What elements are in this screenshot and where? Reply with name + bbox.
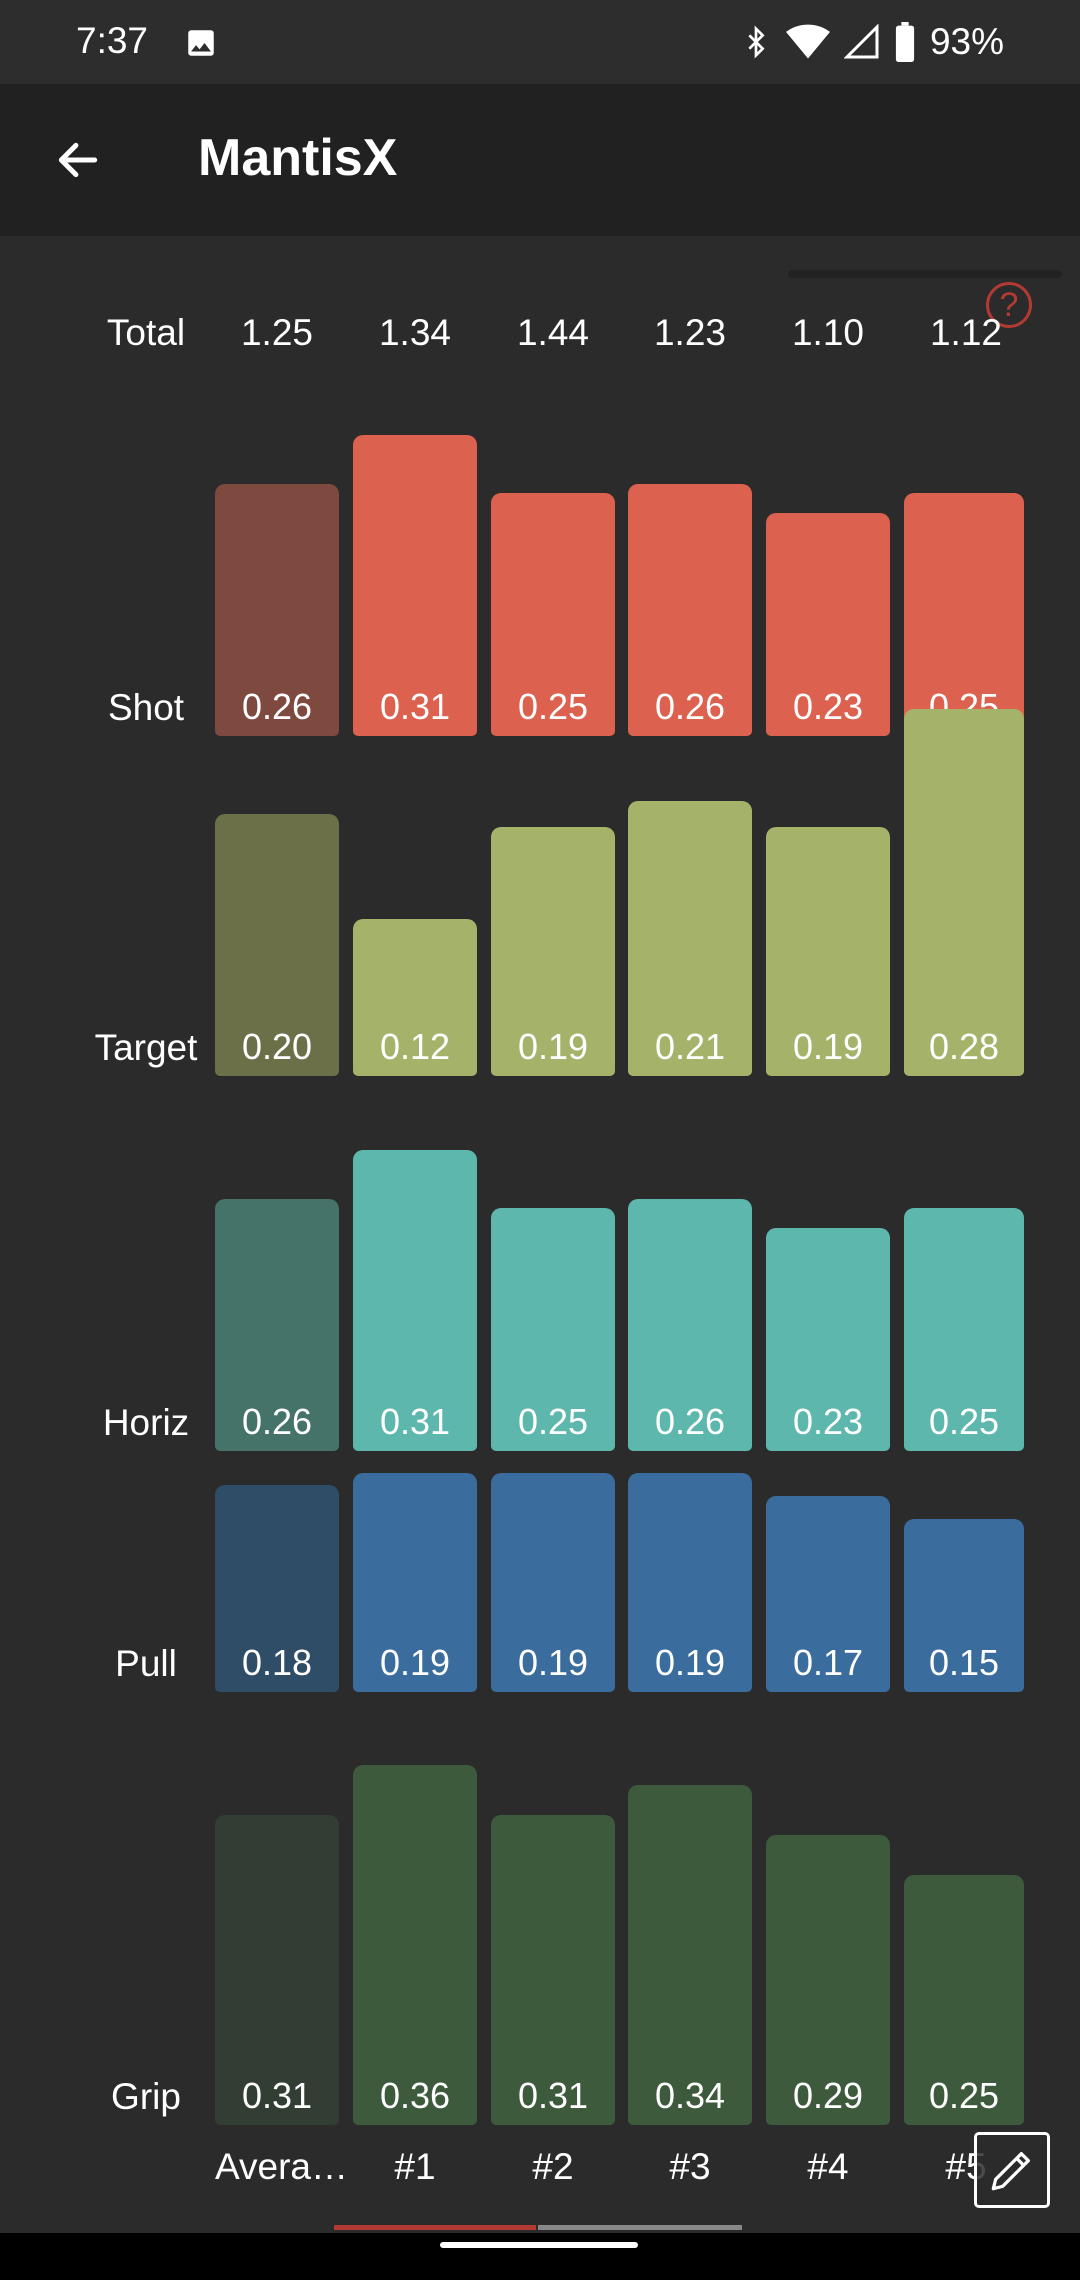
bar-value-label: 0.19 (517, 1026, 589, 1067)
bar-target[interactable]: 0.12 (353, 919, 477, 1076)
bar-grip[interactable]: 0.36 (353, 1765, 477, 2125)
battery-percent: 93% (929, 21, 1004, 62)
bar-horiz[interactable]: 0.25 (491, 1208, 615, 1451)
bar-shot[interactable]: 0.25 (491, 493, 615, 736)
column-label[interactable]: #1 (394, 2146, 436, 2187)
edit-button[interactable] (974, 2132, 1050, 2208)
bar-value-label: 0.25 (517, 1401, 589, 1442)
bar-value-label: 0.26 (654, 686, 726, 727)
bar-target[interactable]: 0.28 (904, 709, 1024, 1076)
page-indicator-inactive (538, 2225, 742, 2230)
question-circle-icon[interactable]: ? (986, 282, 1032, 328)
bar-value-label: 0.31 (517, 2075, 589, 2116)
total-label: Total (106, 312, 186, 353)
signal-icon (843, 24, 879, 59)
bar-value-label: 0.21 (654, 1026, 726, 1067)
wifi-icon (785, 24, 830, 59)
bar-value-label: 0.26 (241, 1401, 313, 1442)
bar-shot[interactable]: 0.31 (353, 435, 477, 736)
bar-target[interactable]: 0.21 (628, 801, 752, 1076)
bluetooth-icon (748, 25, 765, 59)
total-value: 1.25 (240, 312, 313, 353)
row-label-grip: Grip (111, 2076, 181, 2117)
bar-value-label: 0.23 (792, 686, 864, 727)
row-label-pull: Pull (115, 1643, 177, 1684)
total-value: 1.23 (653, 312, 726, 353)
bar-value-label: 0.31 (379, 1401, 451, 1442)
bar-shot[interactable]: 0.26 (628, 484, 752, 736)
bar-value-label: 0.29 (792, 2075, 864, 2116)
bar-target[interactable]: 0.20 (215, 814, 339, 1076)
bar-shot[interactable]: 0.25 (904, 493, 1024, 736)
bar-pull[interactable]: 0.18 (215, 1485, 339, 1692)
column-label[interactable]: #2 (532, 2146, 574, 2187)
battery-icon (895, 22, 915, 62)
bar-shot[interactable]: 0.23 (766, 513, 890, 736)
status-time: 7:37 (76, 20, 149, 61)
bar-value-label: 0.25 (928, 2075, 1000, 2116)
row-label-shot: Shot (107, 687, 185, 728)
row-label-horiz: Horiz (102, 1402, 190, 1443)
bar-grip[interactable]: 0.31 (215, 1815, 339, 2125)
bar-pull[interactable]: 0.19 (491, 1473, 615, 1692)
bar-pull[interactable]: 0.15 (904, 1519, 1024, 1692)
bar-grip[interactable]: 0.34 (628, 1785, 752, 2125)
bar-value-label: 0.31 (379, 686, 451, 727)
bar-value-label: 0.19 (654, 1642, 726, 1683)
total-value: 1.34 (378, 312, 451, 353)
total-value: 1.44 (516, 312, 589, 353)
pencil-edit-icon (991, 2152, 1030, 2191)
bar-value-label: 0.25 (928, 1401, 1000, 1442)
bar-value-label: 0.31 (241, 2075, 313, 2116)
bar-value-label: 0.17 (792, 1642, 864, 1683)
top-scroll-track (788, 270, 1062, 278)
bar-horiz[interactable]: 0.25 (904, 1208, 1024, 1451)
home-handle[interactable] (440, 2242, 638, 2248)
page-indicator-active (334, 2225, 536, 2230)
bar-value-label: 0.28 (928, 1026, 1000, 1067)
status-icons: 93% (740, 18, 1004, 66)
bar-value-label: 0.26 (654, 1401, 726, 1442)
bar-grip[interactable]: 0.29 (766, 1835, 890, 2125)
bar-horiz[interactable]: 0.31 (353, 1150, 477, 1451)
total-value: 1.12 (929, 312, 1002, 353)
total-value: 1.10 (791, 312, 864, 353)
back-button[interactable] (38, 120, 118, 200)
bar-value-label: 0.19 (379, 1642, 451, 1683)
bar-value-label: 0.19 (792, 1026, 864, 1067)
bar-value-label: 0.18 (241, 1642, 313, 1683)
bar-value-label: 0.20 (241, 1026, 313, 1067)
bar-value-label: 0.34 (654, 2075, 726, 2116)
app-title: MantisX (198, 129, 398, 187)
bar-pull[interactable]: 0.19 (628, 1473, 752, 1692)
system-nav-bar (0, 2233, 1080, 2280)
bar-value-label: 0.36 (379, 2075, 451, 2116)
app-bar: MantisX (0, 84, 1080, 236)
column-label[interactable]: #3 (669, 2146, 711, 2187)
bar-value-label: 0.25 (517, 686, 589, 727)
bar-horiz[interactable]: 0.26 (215, 1199, 339, 1451)
bar-value-label: 0.19 (517, 1642, 589, 1683)
bar-value-label: 0.23 (792, 1401, 864, 1442)
column-label[interactable]: #4 (807, 2146, 849, 2187)
bar-target[interactable]: 0.19 (766, 827, 890, 1076)
bar-horiz[interactable]: 0.26 (628, 1199, 752, 1451)
bar-shot[interactable]: 0.26 (215, 484, 339, 736)
image-icon (188, 30, 214, 56)
bar-target[interactable]: 0.19 (491, 827, 615, 1076)
bar-value-label: 0.26 (241, 686, 313, 727)
row-label-target: Target (94, 1027, 198, 1068)
bar-horiz[interactable]: 0.23 (766, 1228, 890, 1451)
bar-pull[interactable]: 0.19 (353, 1473, 477, 1692)
status-bar: 7:37 93% (0, 0, 1080, 84)
bar-grip[interactable]: 0.25 (904, 1875, 1024, 2125)
bar-value-label: 0.12 (379, 1026, 451, 1067)
bar-value-label: 0.15 (928, 1642, 1000, 1683)
bar-pull[interactable]: 0.17 (766, 1496, 890, 1692)
column-label[interactable]: Avera… (215, 2146, 348, 2187)
bar-grip[interactable]: 0.31 (491, 1815, 615, 2125)
arrow-left-icon (58, 142, 98, 178)
